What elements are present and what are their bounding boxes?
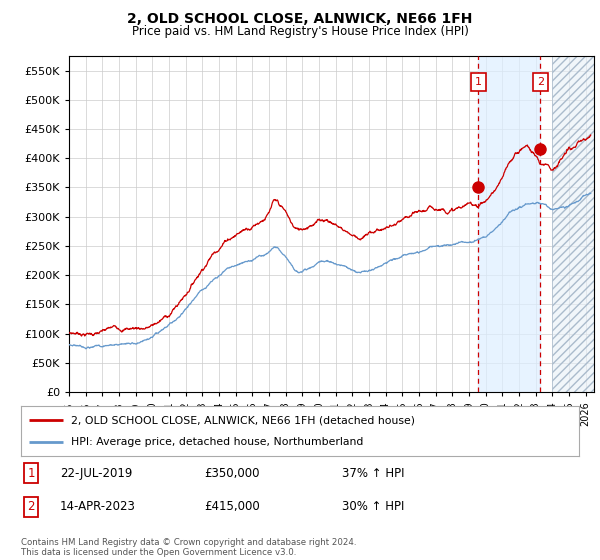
Text: 1: 1 [28, 466, 35, 480]
Text: £350,000: £350,000 [204, 466, 260, 480]
Text: 2: 2 [537, 77, 544, 87]
Text: 2, OLD SCHOOL CLOSE, ALNWICK, NE66 1FH (detached house): 2, OLD SCHOOL CLOSE, ALNWICK, NE66 1FH (… [71, 415, 415, 425]
Text: 2, OLD SCHOOL CLOSE, ALNWICK, NE66 1FH: 2, OLD SCHOOL CLOSE, ALNWICK, NE66 1FH [127, 12, 473, 26]
Text: 37% ↑ HPI: 37% ↑ HPI [342, 466, 404, 480]
Text: 22-JUL-2019: 22-JUL-2019 [60, 466, 133, 480]
Text: £415,000: £415,000 [204, 500, 260, 514]
Bar [478, 56, 541, 392]
Text: 1: 1 [475, 77, 482, 87]
Text: HPI: Average price, detached house, Northumberland: HPI: Average price, detached house, Nort… [71, 437, 364, 447]
Text: 2: 2 [28, 500, 35, 514]
Bar [553, 56, 594, 392]
Bar [553, 56, 594, 392]
Text: 14-APR-2023: 14-APR-2023 [60, 500, 136, 514]
Text: Price paid vs. HM Land Registry's House Price Index (HPI): Price paid vs. HM Land Registry's House … [131, 25, 469, 38]
Text: 30% ↑ HPI: 30% ↑ HPI [342, 500, 404, 514]
Text: Contains HM Land Registry data © Crown copyright and database right 2024.
This d: Contains HM Land Registry data © Crown c… [21, 538, 356, 557]
